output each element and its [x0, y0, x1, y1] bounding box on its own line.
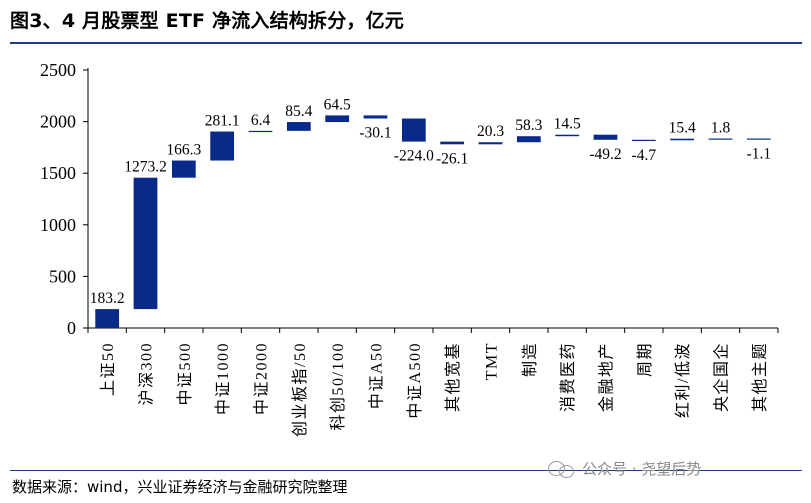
x-tick-label-12: 消费医药 [559, 342, 577, 412]
bar-13 [593, 134, 618, 140]
x-tick-label-11: 制造 [521, 342, 539, 377]
title-rule [10, 42, 802, 44]
data-label-8: -224.0 [394, 148, 434, 165]
chart-title: 图3、4 月股票型 ETF 净流入结构拆分，亿元 [10, 10, 405, 32]
bar-12 [555, 134, 580, 137]
bar-15 [670, 138, 695, 141]
bar-4 [248, 130, 273, 133]
data-label-7: -30.1 [359, 125, 391, 142]
bar-9 [440, 141, 465, 145]
x-tick-label-15: 红利/低波 [674, 342, 692, 418]
data-label-6: 64.5 [324, 96, 351, 113]
bar-10 [478, 142, 503, 145]
watermark: 公众号 · 尧望后势 [548, 458, 701, 479]
bar-2 [171, 160, 196, 178]
x-tick-label-13: 金融地产 [598, 342, 616, 412]
y-tick-label: 500 [49, 266, 76, 286]
x-tick-label-1: 沪深300 [138, 342, 156, 406]
bar-17 [746, 138, 771, 140]
source-note: 数据来源：wind，兴业证券经济与金融研究院整理 [12, 478, 348, 496]
data-label-1: 1273.2 [124, 159, 167, 176]
y-tick-label: 0 [67, 318, 76, 338]
bar-7 [363, 115, 388, 119]
waterfall-chart: 0 500 1000 1500 2000 2500 183.2 1273.2166.3281… [40, 60, 779, 437]
data-label-5: 85.4 [285, 103, 312, 120]
data-label-9: -26.1 [436, 150, 468, 167]
watermark-text: 公众号 · 尧望后势 [582, 460, 702, 478]
bar-11 [516, 136, 541, 143]
x-tick-label-10: TMT [484, 342, 501, 380]
x-tick-label-4: 中证2000 [253, 342, 271, 415]
bar-16 [708, 138, 733, 140]
bar-6 [325, 115, 350, 123]
bar-5 [286, 122, 311, 131]
data-label-12: 14.5 [554, 116, 581, 133]
bar-3 [210, 131, 235, 161]
footer-rule [10, 470, 802, 471]
x-tick-label-2: 中证500 [176, 342, 194, 406]
x-tick-label-6: 科创50/100 [329, 342, 347, 430]
x-tick-labels: 上证50 沪深300 中证500 中证1000 中证2000 创业板指/50 科创50/10… [99, 342, 769, 437]
x-tick-label-9: 其他宽基 [444, 342, 462, 412]
bars [95, 115, 771, 328]
bar-14 [631, 139, 656, 141]
data-label-4: 6.4 [251, 112, 271, 129]
data-label-0: 183.2 [90, 290, 125, 307]
bar-8 [401, 118, 426, 142]
y-tick-label: 2000 [40, 112, 76, 132]
data-label-2: 166.3 [166, 142, 201, 159]
data-label-17: -1.1 [747, 146, 772, 163]
x-tick-label-17: 其他主题 [751, 342, 769, 412]
x-tick-label-5: 创业板指/50 [291, 342, 309, 437]
data-label-11: 58.3 [515, 117, 542, 134]
data-label-14: -4.7 [632, 147, 657, 164]
x-tick-label-0: 上证50 [99, 342, 117, 396]
data-label-13: -49.2 [589, 146, 621, 163]
data-label-15: 15.4 [669, 120, 696, 137]
axes: 0 500 1000 1500 2000 2500 [40, 60, 779, 338]
wechat-icon [548, 460, 576, 478]
x-tick-label-8: 中证A500 [406, 342, 424, 419]
x-tick-label-7: 中证A50 [368, 342, 386, 409]
bar-1 [133, 177, 158, 310]
y-tick-label: 1500 [40, 163, 76, 183]
data-label-3: 281.1 [205, 113, 240, 130]
x-tick-label-3: 中证1000 [214, 342, 232, 415]
bar-0 [95, 309, 120, 328]
x-tick-label-14: 周期 [636, 342, 654, 377]
x-tick-label-16: 央企国企 [713, 342, 731, 412]
data-label-10: 20.3 [477, 123, 504, 140]
data-label-16: 1.8 [711, 119, 731, 136]
y-tick-label: 1000 [40, 215, 76, 235]
y-tick-label: 2500 [40, 60, 76, 80]
